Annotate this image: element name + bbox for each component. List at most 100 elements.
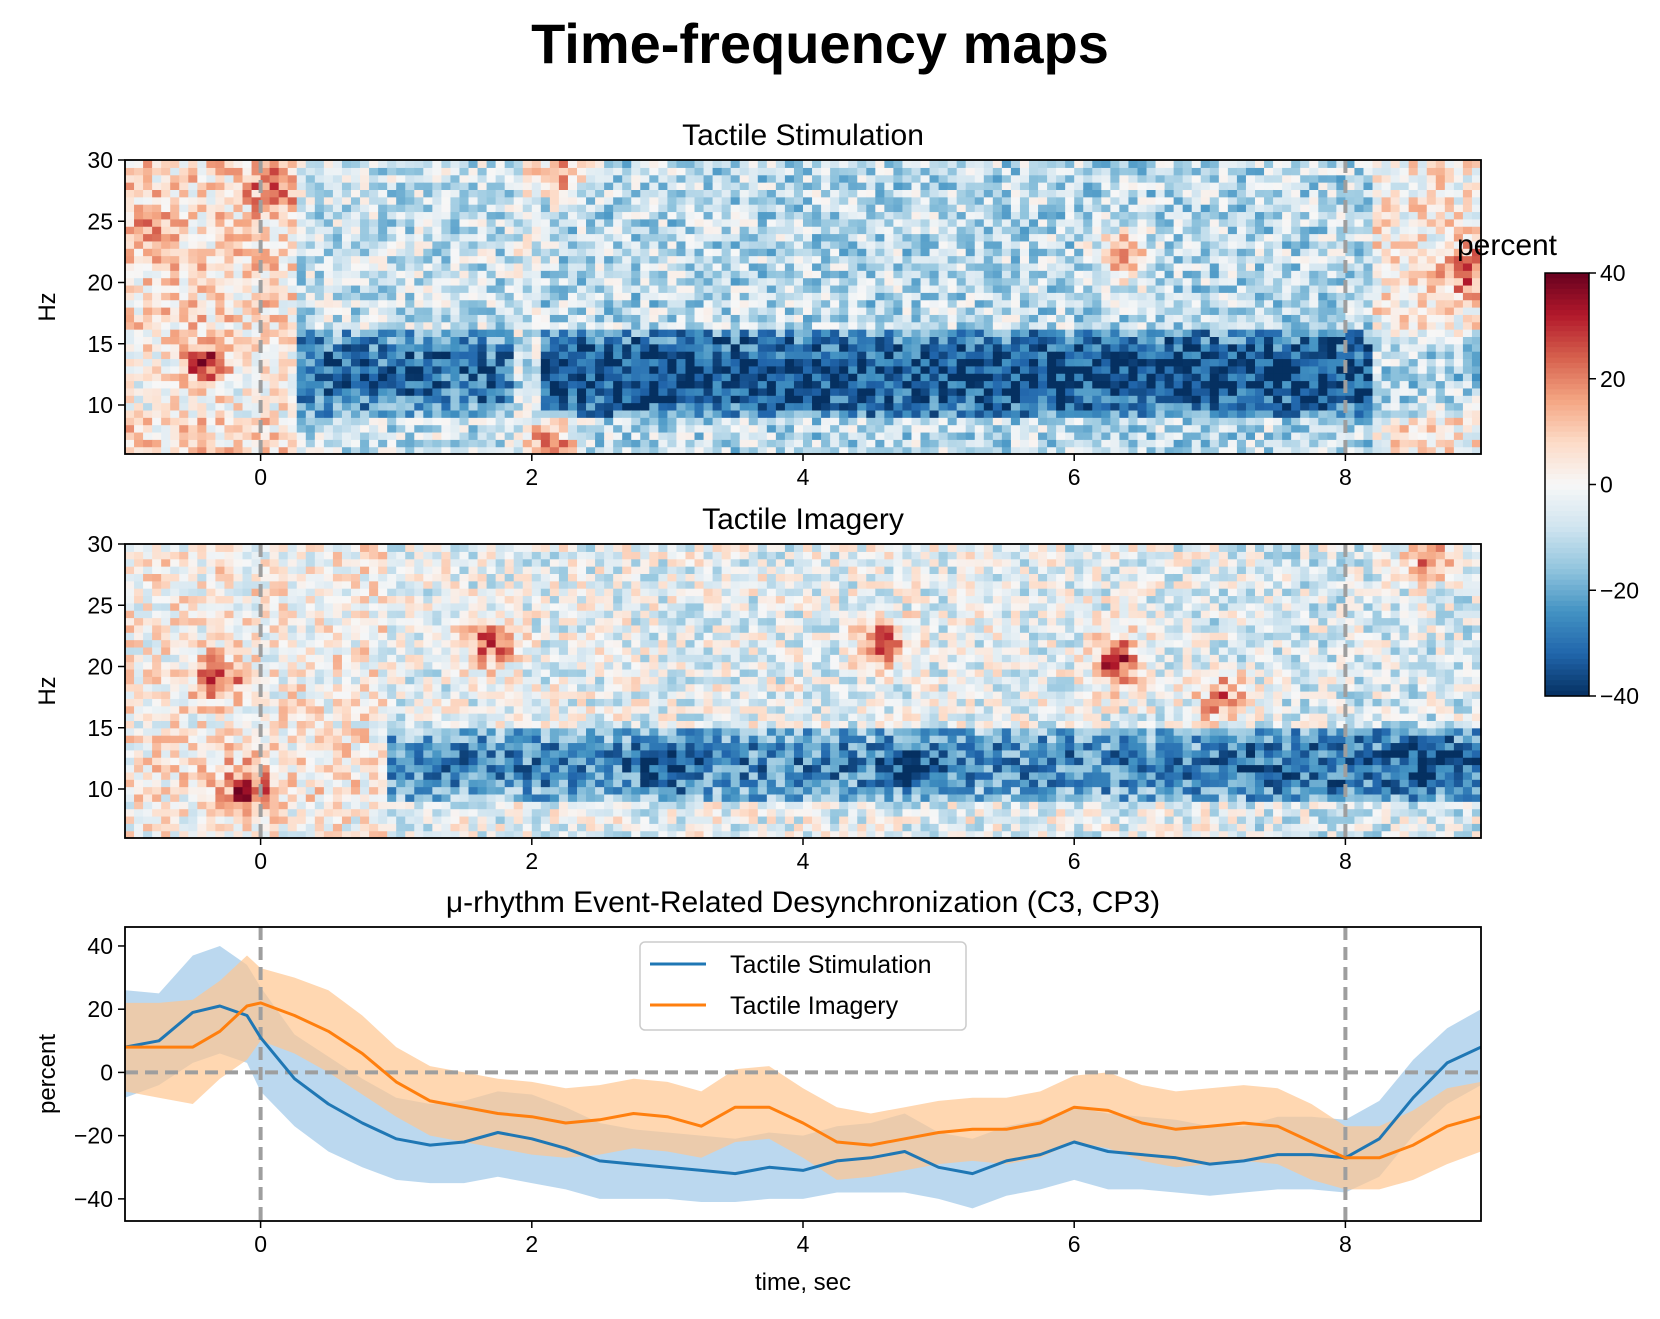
heatmap-cell [703,248,714,257]
heatmap-cell [197,218,207,227]
heatmap-cell [387,174,397,183]
heatmap-cell [170,189,180,198]
heatmap-cell [251,160,262,168]
heatmap-cell [703,174,714,183]
heatmap-cell [1200,262,1211,271]
heatmap-cell [875,336,885,345]
heatmap-cell [558,424,569,433]
heatmap-cell [224,292,235,301]
heatmap-cell [757,417,768,426]
heatmap-cell [631,233,641,242]
heatmap-cell [1038,211,1048,220]
heatmap-cell [567,270,578,279]
heatmap-cell [1191,255,1202,264]
heatmap-cell [1101,351,1111,360]
heatmap-cell [938,233,949,242]
heatmap-cell [468,218,479,227]
heatmap-cell [1119,240,1130,249]
heatmap-cell [396,248,406,257]
heatmap-cell [1019,240,1030,249]
heatmap-cell [1029,321,1039,330]
heatmap-cell [1137,248,1148,257]
heatmap-cell [486,380,497,389]
heatmap-cell [1155,358,1166,367]
heatmap-cell [1029,233,1039,242]
heatmap-cell [495,226,506,235]
heatmap-cell [197,431,207,440]
heatmap-cell [1010,380,1021,389]
heatmap-cell [595,160,605,168]
heatmap-cell [911,395,922,404]
heatmap-cell [1137,329,1148,337]
heatmap-cell [522,439,533,448]
heatmap-cell [1038,424,1048,433]
heatmap-cell [278,196,289,205]
heatmap-cell [1173,343,1184,352]
heatmap-cell [405,395,415,404]
heatmap-cell [703,284,714,293]
heatmap-cell [721,292,732,301]
heatmap-cell [803,351,813,360]
heatmap-cell [920,262,931,271]
heatmap-cell [848,365,858,374]
heatmap-cell [622,395,632,404]
heatmap-cell [604,292,614,301]
heatmap-cell [414,284,424,293]
heatmap-cell [793,424,804,433]
heatmap-cell [549,240,560,249]
heatmap-cell [1010,189,1021,198]
heatmap-cell [486,255,497,264]
heatmap-cell [857,417,867,426]
heatmap-cell [893,196,904,205]
heatmap-cell [1245,373,1256,382]
heatmap-cell [748,343,759,352]
heatmap-cell [179,314,189,323]
heatmap-cell [1200,240,1211,249]
heatmap-cell [432,365,442,374]
heatmap-cell [613,204,623,213]
heatmap-cell [803,189,813,198]
heatmap-cell [170,314,180,323]
heatmap-cell [1001,387,1012,396]
heatmap-cell [242,321,253,330]
heatmap-cell [1083,329,1093,337]
heatmap-cell [287,218,298,227]
heatmap-cell [323,204,334,213]
heatmap-cell [694,255,705,264]
heatmap-cell [296,160,307,168]
heatmap-cell [1245,204,1256,213]
heatmap-cell [803,182,813,190]
heatmap-cell [766,336,777,345]
heatmap-cell [405,439,415,448]
heatmap-cell [793,395,804,404]
heatmap-cell [757,365,768,374]
heatmap-cell [803,307,813,315]
heatmap-cell [721,395,732,404]
heatmap-cell [1074,351,1084,360]
heatmap-cell [739,314,750,323]
heatmap-cell [757,314,768,323]
heatmap-cell [450,343,461,352]
heatmap-cell [739,439,750,448]
heatmap-cell [857,424,867,433]
heatmap-cell [956,373,967,382]
heatmap-cell [1173,439,1184,448]
heatmap-cell [821,446,831,455]
heatmap-cell [938,211,949,220]
heatmap-cell [793,321,804,330]
heatmap-cell [540,299,551,308]
heatmap-cell [1110,167,1120,176]
heatmap-cell [775,439,786,448]
heatmap-cell [269,351,280,360]
heatmap-cell [631,240,641,249]
heatmap-cell [197,343,207,352]
heatmap-cell [513,240,524,249]
heatmap-cell [504,358,515,367]
heatmap-cell [1209,270,1220,279]
heatmap-cell [1245,284,1256,293]
heatmap-cell [766,240,777,249]
heatmap-cell [875,380,885,389]
heatmap-cell [992,417,1003,426]
heatmap-cell [486,431,497,440]
heatmap-cell [739,248,750,257]
